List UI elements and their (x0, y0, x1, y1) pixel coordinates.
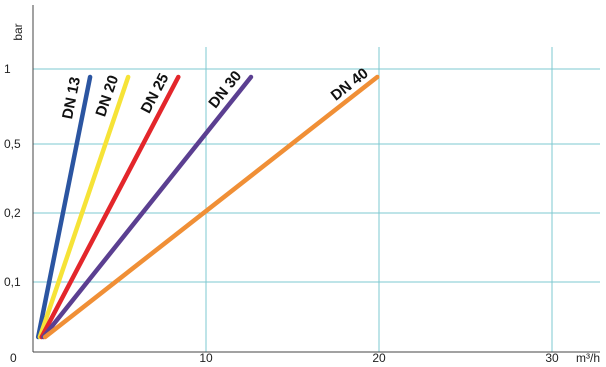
y-tick-label-3: 1 (4, 62, 11, 76)
series-labels: DN 13 DN 20 DN 25 DN 30 DN 40 (59, 65, 372, 121)
series-line-dn-30 (41, 74, 254, 340)
series-line-dn-13 (35, 74, 93, 340)
series-label-dn-13: DN 13 (59, 75, 84, 120)
y-axis-label: bar (11, 23, 25, 40)
x-tick-label-1: 10 (199, 351, 213, 365)
y-tick-label-2: 0,5 (4, 137, 21, 151)
x-axis-label: m³/h (576, 351, 600, 365)
y-tick-label-0: 0,1 (4, 275, 21, 289)
series-lines (35, 74, 380, 340)
series-line-dn-20 (37, 74, 131, 340)
series-line-dn-25 (39, 74, 181, 340)
x-tick-label-0: 0 (10, 351, 17, 365)
y-tick-label-1: 0,2 (4, 206, 21, 220)
x-tick-label-2: 20 (372, 351, 386, 365)
grid (33, 47, 600, 352)
tick-labels: 0,10,20,510 10 20 30 (4, 62, 559, 365)
x-tick-label-3: 30 (545, 351, 559, 365)
series-line-dn-40 (42, 74, 380, 340)
axes (32, 5, 600, 353)
